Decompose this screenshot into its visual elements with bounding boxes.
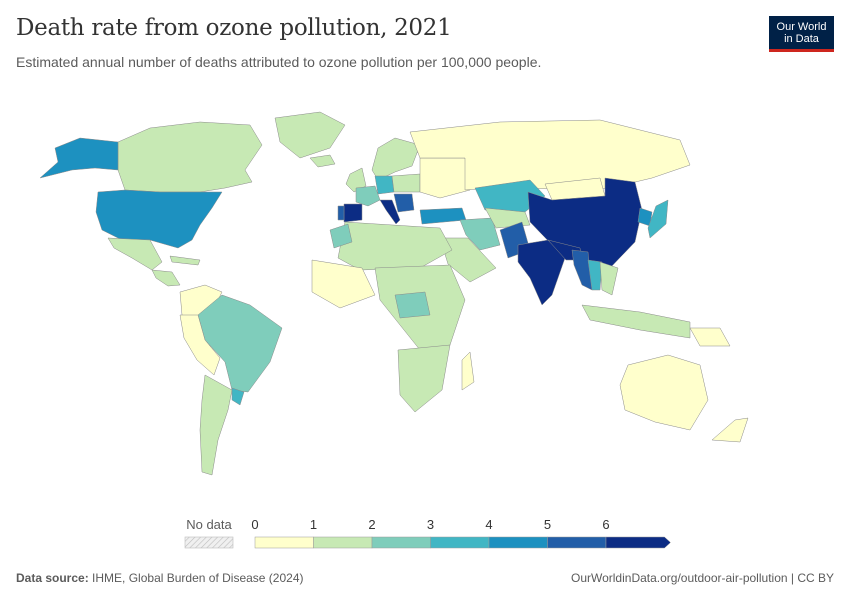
legend-tick-label: 6 <box>602 517 609 532</box>
map-region[interactable]: North Africa <box>337 221 453 271</box>
legend-tick-label: 3 <box>427 517 434 532</box>
legend-bin-6 <box>605 536 671 549</box>
map-region[interactable]: Central America <box>151 269 181 287</box>
map-region[interactable]: Australia <box>619 354 709 431</box>
map-region[interactable]: Turkey <box>419 207 467 225</box>
map-region[interactable]: Germany <box>374 175 395 195</box>
map-region[interactable]: Uruguay <box>231 387 245 406</box>
map-region[interactable]: Alaska (United States) <box>39 137 119 179</box>
map-region[interactable]: Eastern Europe <box>419 157 471 199</box>
map-region[interactable]: Madagascar <box>461 351 475 391</box>
map-region[interactable]: Poland / Central Europe <box>391 173 421 193</box>
logo-line-2: in Data <box>784 33 819 45</box>
logo-line-1: Our World <box>776 21 827 33</box>
owid-logo[interactable]: Our World in Data <box>769 16 834 52</box>
map-region[interactable]: Greenland <box>274 111 346 159</box>
map-region[interactable]: Canada <box>117 121 263 193</box>
legend-tick-label: 4 <box>485 517 492 532</box>
map-region[interactable]: Southeast Asia <box>599 261 619 296</box>
legend-tick-label: 1 <box>310 517 317 532</box>
map-region[interactable]: Spain <box>343 203 363 223</box>
legend-bin-2 <box>371 536 431 549</box>
legend-no-data-swatch <box>184 536 234 549</box>
legend-bin-4 <box>488 536 548 549</box>
legend-tick-label: 0 <box>251 517 258 532</box>
map-region[interactable]: Brazil <box>197 294 283 393</box>
map-region[interactable]: New Zealand <box>711 417 749 443</box>
map-region[interactable]: Iceland <box>309 154 336 168</box>
world-map[interactable]: CanadaAlaska (United States) United State… <box>0 100 850 505</box>
legend-bin-5 <box>547 536 607 549</box>
legend-tick-label: 2 <box>368 517 375 532</box>
map-region[interactable]: Portugal <box>337 205 345 221</box>
map-region[interactable]: Iran <box>459 217 501 251</box>
map-region[interactable]: Myanmar <box>571 249 593 291</box>
legend-bin-1 <box>313 536 373 549</box>
map-region[interactable]: Morocco <box>329 223 353 249</box>
legend-bin-3 <box>430 536 490 549</box>
legend-no-data-label: No data <box>186 517 232 532</box>
map-region[interactable]: Japan <box>647 199 669 239</box>
map-region[interactable]: United States <box>95 189 223 249</box>
map-region[interactable]: Arabian Peninsula <box>439 237 497 283</box>
map-region[interactable]: Peru / Bolivia <box>179 314 221 376</box>
legend-tick-label: 5 <box>544 517 551 532</box>
footer-url[interactable]: OurWorldinData.org/outdoor-air-pollution… <box>570 571 834 585</box>
chart-subtitle: Estimated annual number of deaths attrib… <box>16 54 542 70</box>
map-region[interactable]: Norway / Sweden / Finland <box>371 137 421 181</box>
map-region[interactable]: Southern Africa <box>397 344 451 413</box>
map-legend: No data 0 1 2 3 4 5 6 <box>184 517 671 549</box>
chart-title: Death rate from ozone pollution, 2021 <box>16 15 452 41</box>
footer-source-label: Data source: <box>16 571 89 585</box>
map-region[interactable]: Italy <box>379 199 401 225</box>
footer-source: Data source: IHME, Global Burden of Dise… <box>16 571 303 585</box>
map-region[interactable]: Thailand <box>587 259 603 291</box>
map-region[interactable]: Balkans <box>393 193 415 213</box>
map-region[interactable]: France <box>355 185 381 207</box>
map-region[interactable]: Caribbean <box>169 255 201 266</box>
footer-source-text: IHME, Global Burden of Disease (2024) <box>92 571 304 585</box>
map-region[interactable]: Mexico <box>107 237 163 271</box>
map-region[interactable]: Papua New Guinea <box>689 327 731 347</box>
map-region[interactable]: Indonesia / Philippines <box>581 304 691 339</box>
map-region[interactable]: West Africa <box>311 259 376 309</box>
map-region[interactable]: DR Congo region <box>394 291 431 319</box>
legend-bin-0 <box>254 536 314 549</box>
map-region[interactable]: Argentina / Chile <box>199 374 233 476</box>
